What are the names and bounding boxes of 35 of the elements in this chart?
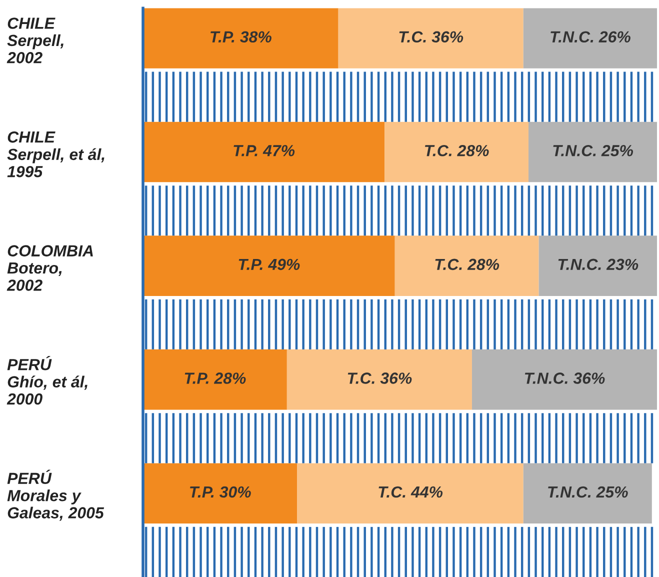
bar <box>143 463 298 524</box>
bar <box>143 236 395 296</box>
bar <box>143 349 287 410</box>
data-label: T.P. 30% <box>190 486 251 498</box>
data-label: T.P. 38% <box>210 31 272 43</box>
data-label: T.P. 28% <box>184 372 246 384</box>
bar <box>143 8 338 68</box>
y-tick-label: CHILE Serpell, 2002 <box>6 18 64 64</box>
bar <box>143 122 385 182</box>
bar <box>286 349 472 410</box>
bar <box>472 349 658 410</box>
data-label: T.P. 47% <box>234 145 295 156</box>
data-label: T.N.C. 25% <box>553 144 634 156</box>
bar <box>384 122 529 182</box>
data-label: T.C. 36% <box>399 31 464 43</box>
data-label: T.N.C. 23% <box>558 258 638 270</box>
data-label: T.C. 36% <box>348 372 412 384</box>
data-label: T.P. 49% <box>238 258 300 270</box>
y-tick-label: PERÚ Ghío, et ál, 2000 <box>6 356 88 405</box>
data-label: T.C. 28% <box>435 258 500 270</box>
data-label: T.C. 44% <box>378 486 443 498</box>
data-label: T.N.C. 25% <box>548 486 628 498</box>
y-tick-label: PERÚ Morales y Galeas, 2005 <box>7 470 104 521</box>
data-label: T.C. 28% <box>424 144 489 156</box>
data-label: T.N.C. 36% <box>524 372 605 384</box>
bar <box>528 122 658 182</box>
bar <box>297 463 524 524</box>
bar <box>538 236 658 296</box>
y-tick-label: COLOMBIA Botero, 2002 <box>6 245 93 291</box>
bar <box>523 8 658 68</box>
data-label: T.N.C. 26% <box>550 31 630 43</box>
bar <box>394 236 539 296</box>
bar <box>523 463 652 524</box>
y-tick-label: CHILE Serpell, et ál, 1995 <box>7 131 104 178</box>
bar <box>338 8 524 68</box>
